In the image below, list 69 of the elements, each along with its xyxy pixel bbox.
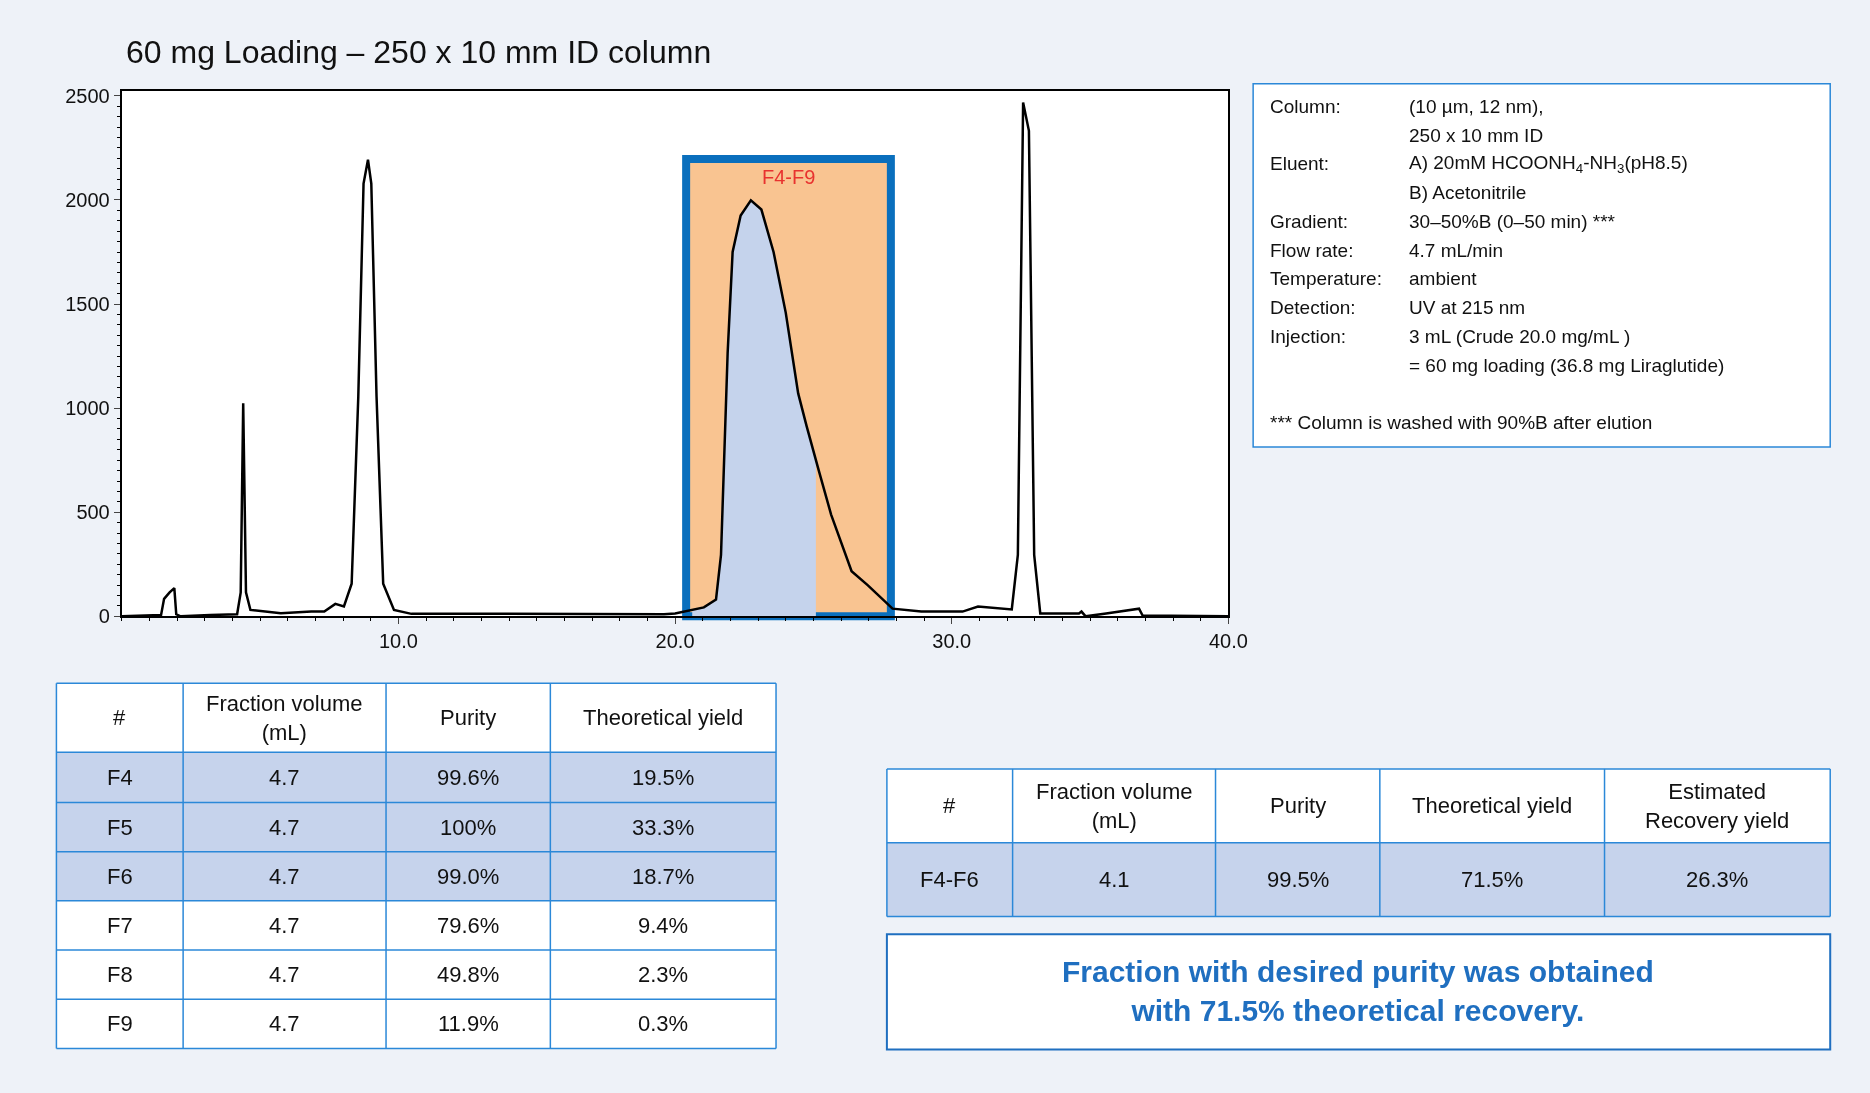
x-tick-label: 30.0 xyxy=(932,630,972,653)
text: 99.5% xyxy=(1267,867,1330,892)
text: 4.7 xyxy=(269,913,300,938)
text: 26.3% xyxy=(1686,867,1749,892)
text: (10 µm, 12 nm), xyxy=(1409,96,1544,117)
text: F6 xyxy=(107,864,133,889)
text: Column: xyxy=(1270,96,1341,117)
text: 4.7 mL/min xyxy=(1409,240,1503,261)
text: ambient xyxy=(1409,268,1478,289)
text: 4.1 xyxy=(1099,867,1130,892)
category-label: # xyxy=(943,793,956,818)
text: Flow rate: xyxy=(1270,240,1354,261)
text: 4.7 xyxy=(269,864,300,889)
category-label: Purity xyxy=(1270,793,1327,818)
text: F4 xyxy=(107,765,133,790)
text: 30–50%B (0–50 min) *** xyxy=(1409,211,1616,232)
x-tick-label: 40.0 xyxy=(1208,630,1248,653)
band-label: F4-F9 xyxy=(762,166,816,188)
text: 3 mL (Crude 20.0 mg/mL ) xyxy=(1409,326,1631,347)
text: Detection: xyxy=(1270,297,1356,318)
text: A) 20mM HCOONH$_{4}$-NH$_{3}$(pH8.5) xyxy=(1409,152,1688,176)
text: UV at 215 nm xyxy=(1409,297,1526,318)
y-tick-label: 1500 xyxy=(65,293,110,316)
y-tick-label: 2000 xyxy=(65,188,110,211)
text: Injection: xyxy=(1270,326,1347,347)
text: 9.4% xyxy=(638,913,689,938)
x-tick-label: 10.0 xyxy=(378,630,418,653)
category-label: Theoretical yield xyxy=(1412,793,1573,818)
category-label: Theoretical yield xyxy=(583,705,744,730)
text: 99.0% xyxy=(437,864,500,889)
text: Temperature: xyxy=(1270,268,1382,289)
text: F4-F6 xyxy=(920,867,979,892)
text: = 60 mg loading (36.8 mg Liraglutide) xyxy=(1409,355,1725,376)
text: F5 xyxy=(107,815,133,840)
text: 49.8% xyxy=(437,962,500,987)
text: 0.3% xyxy=(638,1011,689,1036)
text: F8 xyxy=(107,962,133,987)
x-tick-label: 20.0 xyxy=(655,630,695,653)
text: 71.5% xyxy=(1461,867,1524,892)
text: *** Column is washed with 90%B after elution xyxy=(1270,412,1653,433)
y-tick-label: 2500 xyxy=(65,84,110,107)
text: 250 x 10 mm ID xyxy=(1409,125,1544,146)
text: 100% xyxy=(440,815,497,840)
text: 18.7% xyxy=(632,864,695,889)
text: 19.5% xyxy=(632,765,695,790)
text: 79.6% xyxy=(437,913,500,938)
text: 4.7 xyxy=(269,815,300,840)
category-label: Estimated Recovery yield xyxy=(1645,779,1790,833)
y-tick-label: 500 xyxy=(76,501,110,524)
text: 4.7 xyxy=(269,1011,300,1036)
text: F7 xyxy=(107,913,133,938)
chart-title: 60 mg Loading – 250 x 10 mm ID column xyxy=(126,34,712,70)
text: 4.7 xyxy=(269,962,300,987)
text: 11.9% xyxy=(438,1011,499,1036)
y-tick-label: 0 xyxy=(98,605,110,628)
text: 33.3% xyxy=(632,815,695,840)
text: Eluent: xyxy=(1270,153,1330,174)
category-label: Fraction volume (mL) xyxy=(1036,779,1193,833)
y-tick-label: 1000 xyxy=(65,397,110,420)
text: 4.7 xyxy=(269,765,300,790)
category-label: Fraction volume (mL) xyxy=(206,691,363,745)
text: Fraction with desired purity was obtained with 71.5% theoretical recovery. xyxy=(1062,955,1654,1027)
text: B) Acetonitrile xyxy=(1409,182,1527,203)
category-label: # xyxy=(113,705,126,730)
category-label: Purity xyxy=(440,705,497,730)
text: Gradient: xyxy=(1270,211,1349,232)
text: F9 xyxy=(107,1011,133,1036)
text: 2.3% xyxy=(638,962,689,987)
text: 99.6% xyxy=(437,765,500,790)
